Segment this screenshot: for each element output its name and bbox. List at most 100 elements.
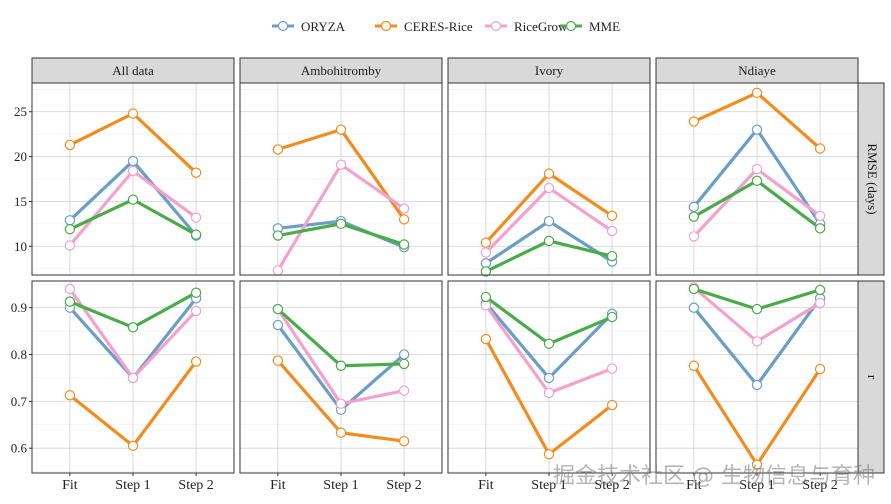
data-point-ceres-rice (335, 427, 347, 438)
y-tick-label: 0.9 (11, 300, 27, 315)
legend-item-mme: MME (560, 19, 620, 34)
data-point-ricegrow (480, 247, 492, 258)
y-tick-label: 25 (14, 104, 27, 119)
data-point-oryza (64, 215, 76, 226)
data-point-mme (335, 360, 347, 371)
legend-item-ceres-rice: CERES-Rice (375, 19, 473, 34)
data-point-mme (688, 283, 700, 295)
x-tick-label: Step 1 (115, 478, 150, 493)
x-tick-label: Step 2 (594, 478, 629, 493)
data-point-mme (190, 229, 202, 240)
data-point-mme (543, 235, 555, 247)
data-point-ricegrow (480, 300, 492, 311)
data-point-ceres-rice (543, 449, 555, 460)
data-point-oryza (543, 215, 555, 227)
panel-rmse-days-ndiaye (655, 82, 859, 276)
data-point-ceres-rice (64, 139, 76, 151)
data-point-ceres-rice (335, 124, 347, 135)
data-point-oryza (543, 372, 555, 384)
data-point-ricegrow (190, 212, 202, 223)
facet-strip-label: RMSE (days) (865, 143, 880, 214)
data-point-oryza (398, 349, 410, 360)
panel-border (655, 82, 859, 276)
facet-strip-label: Ndiaye (738, 63, 776, 78)
data-point-mme (688, 211, 700, 222)
data-point-mme (127, 322, 139, 333)
data-point-ricegrow (543, 387, 555, 399)
data-point-ricegrow (398, 385, 410, 396)
data-point-ceres-rice (606, 210, 618, 221)
legend-label: MME (589, 19, 620, 34)
data-point-ricegrow (64, 283, 76, 295)
data-point-ceres-rice (398, 214, 410, 225)
y-tick-label: 15 (14, 194, 27, 209)
facet-strip-column (31, 57, 235, 84)
data-point-ceres-rice (127, 440, 139, 452)
data-point-mme (335, 218, 347, 230)
data-point-ceres-rice (606, 399, 618, 411)
panel-border (447, 82, 651, 276)
data-point-ricegrow (814, 297, 826, 309)
legend-label: RiceGrow (514, 19, 568, 34)
facet-strip-column (655, 57, 859, 84)
y-tick-label: 0.6 (11, 441, 28, 456)
facet-strip-row (857, 280, 885, 474)
data-point-mme (751, 303, 763, 315)
facet-strip-column (447, 57, 651, 84)
data-point-ricegrow (64, 240, 76, 251)
data-point-mme (480, 291, 492, 303)
data-point-oryza (688, 201, 700, 213)
data-point-ceres-rice (751, 87, 763, 99)
data-point-ricegrow (751, 336, 763, 347)
legend-item-ricegrow: RiceGrow (485, 19, 568, 34)
facet-strip-label: Ambohitromby (301, 63, 382, 78)
data-point-ceres-rice (751, 459, 763, 470)
data-point-oryza (751, 379, 763, 391)
x-tick-label: Step 1 (531, 478, 566, 493)
data-point-mme (480, 266, 492, 277)
y-tick-label: 0.8 (11, 347, 27, 362)
legend-swatch-marker (490, 20, 502, 32)
x-tick-label: Step 2 (178, 478, 213, 493)
data-point-mme (272, 303, 284, 315)
data-point-ricegrow (335, 398, 347, 409)
data-point-ceres-rice (64, 390, 76, 401)
data-point-mme (64, 296, 76, 307)
data-point-mme (190, 287, 202, 298)
data-point-ceres-rice (190, 167, 202, 178)
x-tick-label: Fit (478, 478, 494, 493)
data-point-mme (64, 224, 76, 235)
data-point-ricegrow (335, 159, 347, 170)
legend-item-oryza: ORYZA (272, 19, 346, 34)
data-point-ceres-rice (272, 144, 284, 155)
facet-strip-label: All data (112, 63, 154, 78)
data-point-ricegrow (272, 265, 284, 276)
data-point-ceres-rice (688, 360, 700, 371)
x-tick-label: Fit (62, 478, 78, 493)
panel-rmse-days-ambohitromby (239, 82, 443, 276)
panel-rmse-days-all-data (31, 82, 235, 276)
data-point-ricegrow (814, 210, 826, 221)
data-point-mme (543, 338, 555, 349)
data-point-ceres-rice (480, 237, 492, 248)
panel-r-ambohitromby (239, 280, 443, 474)
data-point-mme (814, 223, 826, 234)
y-tick-label: 0.7 (11, 394, 28, 409)
panel-r-ivory (447, 280, 651, 474)
data-point-mme (398, 239, 410, 250)
facet-strip-label: r (865, 375, 880, 380)
legend-label: CERES-Rice (404, 19, 473, 34)
data-point-mme (606, 250, 618, 262)
legend-swatch-marker (277, 20, 289, 32)
data-point-ricegrow (398, 203, 410, 214)
x-tick-label: Step 2 (386, 478, 421, 493)
data-point-ricegrow (688, 231, 700, 242)
data-point-ricegrow (543, 182, 555, 194)
data-point-ceres-rice (398, 435, 410, 447)
data-point-ricegrow (127, 165, 139, 177)
panel-r-all-data (31, 280, 235, 474)
panel-border (239, 82, 443, 276)
x-tick-label: Step 1 (323, 478, 358, 493)
data-point-oryza (127, 155, 139, 167)
data-point-ceres-rice (814, 363, 826, 375)
